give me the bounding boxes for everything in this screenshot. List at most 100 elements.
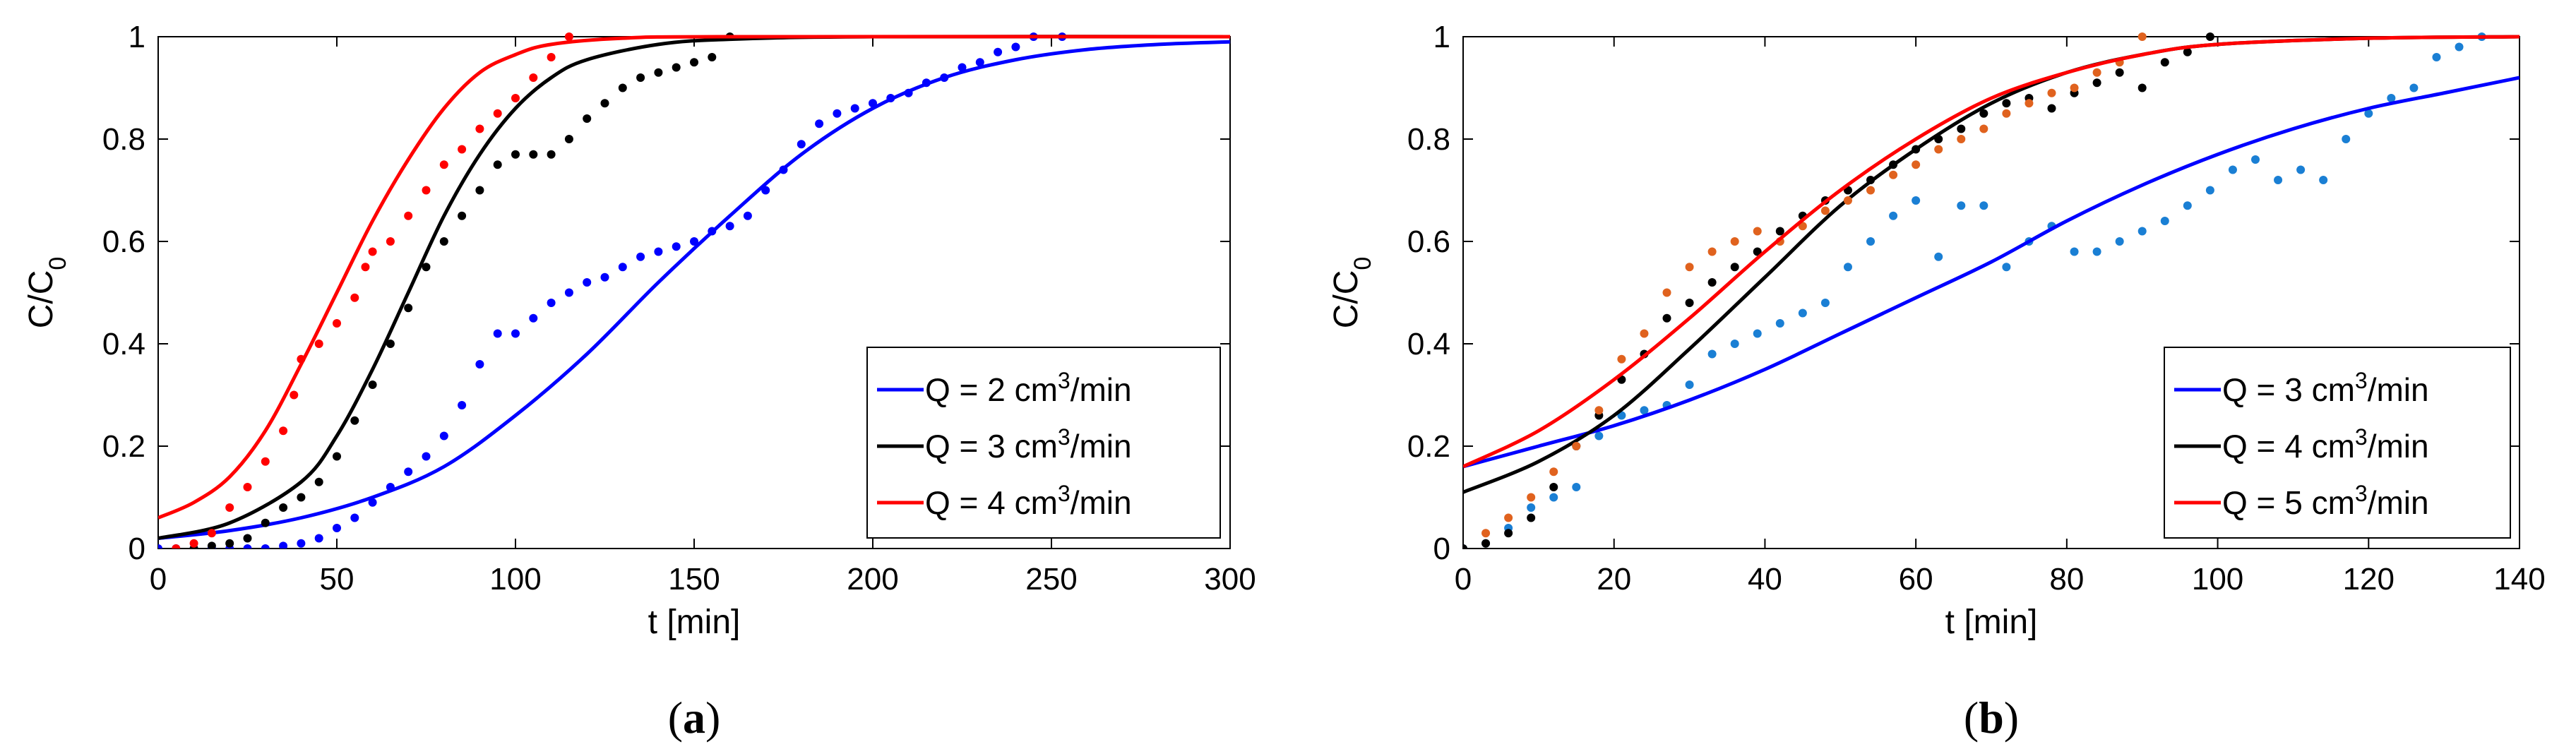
data-point	[386, 340, 395, 348]
data-point	[1527, 513, 1536, 522]
x-tick-label: 300	[1204, 562, 1256, 597]
plot-data	[158, 32, 1230, 549]
data-point	[1685, 381, 1694, 389]
x-tick-label: 40	[1748, 562, 1782, 597]
x-tick-label: 50	[320, 562, 354, 597]
data-point	[225, 503, 234, 512]
data-point	[458, 401, 467, 409]
data-point	[1820, 206, 1830, 215]
x-tick-label: 100	[2192, 562, 2243, 597]
y-tick-label: 0.8	[1407, 122, 1450, 157]
data-point	[564, 135, 573, 143]
data-point	[2160, 217, 2169, 225]
y-tick-label: 0.6	[102, 224, 145, 259]
data-point	[636, 73, 645, 82]
data-point	[511, 329, 520, 338]
data-point	[1934, 252, 1943, 261]
data-point	[290, 390, 299, 400]
data-point	[1011, 42, 1020, 52]
data-point	[279, 503, 288, 512]
data-point	[1753, 227, 1762, 236]
data-point	[225, 539, 234, 548]
data-point	[654, 68, 663, 77]
legend-box	[2164, 347, 2511, 539]
data-point	[297, 493, 306, 502]
y-tick-label: 0.2	[102, 429, 145, 464]
data-point	[314, 534, 323, 543]
data-point	[2025, 99, 2034, 108]
x-tick-label: 60	[1899, 562, 1933, 597]
data-point	[439, 160, 448, 169]
data-point	[1617, 354, 1626, 364]
legend-entry: Q = 3 cm3/min	[2222, 368, 2429, 408]
data-point	[2137, 83, 2147, 92]
data-point	[243, 544, 252, 549]
data-point	[547, 299, 556, 307]
data-point	[1463, 544, 1467, 549]
data-point	[333, 452, 341, 461]
data-point	[511, 150, 520, 159]
data-point	[1594, 431, 1604, 441]
data-point	[2002, 263, 2011, 272]
series-line	[158, 40, 1230, 540]
data-point	[458, 211, 467, 220]
data-point	[600, 272, 609, 282]
data-point	[529, 313, 538, 323]
data-point	[1957, 201, 1966, 210]
data-point	[2455, 42, 2464, 52]
data-point	[2205, 186, 2214, 195]
data-point	[2160, 58, 2169, 67]
y-tick-label: 0	[129, 532, 145, 566]
data-point	[1662, 313, 1671, 323]
data-point	[404, 467, 413, 477]
legend: Q = 3 cm3/min Q = 4 cm3/min Q = 5 cm3/min	[2164, 347, 2511, 539]
data-point	[2137, 227, 2147, 236]
data-point	[672, 242, 681, 251]
chart-panel-a: 0 0.2 0.4 0.6 0.8 1 0 50 100 150 200 250 300 t [min] C…	[23, 20, 1256, 743]
data-point	[172, 544, 181, 549]
data-point	[2409, 83, 2419, 92]
data-point	[958, 63, 967, 72]
x-tick-label: 200	[847, 562, 898, 597]
series-line	[158, 35, 1230, 520]
data-point	[1504, 513, 1513, 522]
data-point	[368, 381, 377, 389]
data-point	[314, 477, 323, 486]
x-axis-label: t [min]	[648, 604, 741, 641]
y-tick-label: 0	[1433, 532, 1450, 566]
y-axis-label: C/C0	[23, 257, 71, 329]
data-point	[361, 263, 370, 272]
data-point	[690, 237, 698, 246]
data-point	[529, 73, 538, 82]
data-point	[975, 58, 984, 67]
data-point	[1594, 406, 1604, 415]
data-point	[189, 539, 198, 548]
y-tick-label: 0.6	[1407, 224, 1450, 259]
data-point	[1912, 160, 1921, 169]
data-point	[618, 83, 627, 92]
data-point	[2432, 53, 2441, 61]
data-point	[1753, 329, 1762, 338]
data-point	[654, 247, 663, 256]
data-point	[2070, 247, 2079, 256]
data-point	[636, 252, 645, 261]
data-point	[2092, 68, 2101, 77]
data-point	[243, 483, 252, 491]
data-point	[1572, 483, 1581, 491]
data-point	[261, 544, 270, 549]
data-point	[672, 63, 681, 72]
data-point	[1775, 227, 1784, 236]
data-point	[1979, 124, 1988, 133]
data-point	[725, 222, 734, 231]
data-point	[261, 518, 270, 527]
data-point	[1866, 186, 1876, 195]
data-point	[2274, 176, 2283, 184]
data-point	[368, 247, 377, 256]
x-tick-label: 0	[150, 562, 167, 597]
data-point	[1527, 493, 1536, 502]
legend-entry: Q = 4 cm3/min	[2222, 424, 2429, 465]
data-point	[1798, 308, 1807, 318]
data-point	[1843, 196, 1852, 205]
data-point	[333, 319, 341, 328]
data-point	[350, 513, 359, 522]
